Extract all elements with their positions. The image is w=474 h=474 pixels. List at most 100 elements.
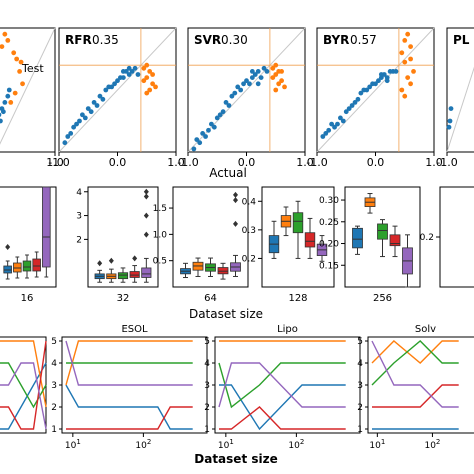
- x-tick-label: -1.0: [436, 156, 457, 169]
- train-point: [112, 81, 117, 87]
- x-tick-label: 32: [117, 293, 130, 304]
- train-point: [358, 90, 364, 96]
- y-tick-label: 1.5: [153, 204, 167, 214]
- train-point: [329, 121, 335, 127]
- test-point: [273, 62, 279, 68]
- rank-line-series: [219, 384, 346, 431]
- train-point: [229, 93, 235, 99]
- outlier-point: [97, 260, 103, 267]
- train-point: [252, 72, 258, 77]
- box-panel-64: 0.5 1.0 1.5 64: [153, 186, 249, 304]
- x-tick-label: 101: [369, 438, 385, 451]
- parity-panel-svr: SVR 0.30: [187, 27, 306, 153]
- x-tick-label: -1.0: [48, 156, 69, 169]
- model-score: 0.57: [350, 33, 377, 47]
- train-point: [85, 106, 91, 111]
- train-point: [77, 118, 82, 124]
- outlier-point: [233, 191, 238, 198]
- test-point: [408, 81, 413, 87]
- y-tick-label: 0.3: [242, 226, 256, 236]
- train-point: [226, 103, 232, 108]
- train-point: [448, 106, 454, 111]
- rank-plot-row: 1 2 3 4 5 101 102 ESOL 1 2 3 4 5 101 102 Lipo 1 2 3 4 5 101 10…: [0, 324, 474, 451]
- box-panel-partial: 0.2: [420, 186, 474, 288]
- train-point: [65, 134, 71, 139]
- train-point: [346, 106, 352, 111]
- test-point: [141, 65, 147, 71]
- test-point: [282, 84, 287, 90]
- train-point: [376, 78, 381, 84]
- outlier-point: [143, 188, 149, 195]
- test-point: [411, 69, 416, 74]
- rank-panel-lipo: 1 2 3 4 5 101 102 Lipo: [204, 324, 361, 451]
- train-point: [349, 103, 355, 108]
- x-tick-label: 1.0: [296, 156, 314, 169]
- test-point: [153, 84, 158, 90]
- box-panel-128: 0.2 0.3 0.4 128: [242, 186, 335, 304]
- train-point: [241, 81, 246, 87]
- train-point: [115, 78, 120, 84]
- test-point: [399, 87, 405, 93]
- test-point: [11, 50, 17, 56]
- train-point: [100, 96, 106, 102]
- y-tick-label: 0.25: [319, 218, 339, 228]
- rank-line-series: [219, 406, 346, 430]
- train-point: [340, 118, 346, 124]
- y-tick-label: 0.2: [242, 254, 256, 264]
- y-tick-label: 1.0: [153, 230, 168, 240]
- test-point: [402, 59, 408, 65]
- parity-panel-partial: Test: [0, 27, 56, 153]
- train-point: [255, 81, 261, 87]
- identity-line: [316, 27, 435, 153]
- train-point: [2, 100, 8, 105]
- train-point: [320, 134, 326, 139]
- train-point: [323, 131, 329, 136]
- rank-panel-solv: 1 2 3 4 5 101 102 Solv: [357, 324, 474, 451]
- test-point: [12, 90, 18, 96]
- train-point: [129, 69, 135, 74]
- outlier-point: [5, 244, 11, 250]
- train-point: [343, 109, 349, 115]
- train-point: [62, 140, 68, 146]
- identity-line: [446, 66, 474, 153]
- train-point: [211, 124, 217, 130]
- rank-line-series: [66, 406, 193, 430]
- test-point: [276, 81, 282, 87]
- test-point: [8, 100, 14, 105]
- train-point: [5, 93, 11, 99]
- box-panel-256: 0.15 0.20 0.25 0.30 256: [319, 186, 421, 304]
- rank-panel-esol: 1 2 3 4 5 101 102 ESOL: [51, 324, 208, 451]
- outlier-point: [143, 212, 149, 219]
- y-tick-label: 1: [51, 425, 57, 435]
- train-point: [447, 118, 453, 124]
- box: [377, 223, 388, 240]
- parity-panel-rfr: RFR 0.35: [58, 27, 177, 153]
- train-point: [220, 109, 226, 115]
- train-point: [203, 134, 208, 139]
- box: [42, 186, 51, 268]
- train-point: [258, 75, 264, 80]
- y-tick-label: 4: [51, 359, 57, 369]
- rank-panel-partial: [0, 336, 47, 434]
- test-point: [141, 78, 147, 84]
- rank-line-series: [0, 340, 47, 408]
- test-label: Test: [21, 62, 44, 75]
- y-tick-label: 3: [357, 381, 363, 391]
- test-point: [144, 90, 150, 96]
- test-point: [279, 69, 284, 74]
- test-point: [0, 44, 5, 49]
- test-point: [270, 75, 276, 80]
- train-point: [261, 65, 267, 71]
- train-point: [6, 87, 12, 93]
- train-point: [393, 69, 399, 74]
- y-tick-label: 0.5: [153, 257, 167, 267]
- x-tick-label: 0.0: [109, 156, 127, 169]
- outlier-point: [233, 197, 238, 204]
- x-tick-label: 1.0: [425, 156, 443, 169]
- rank-line-series: [65, 340, 193, 386]
- x-axis-label-dataset-size-bottom: Dataset size: [194, 452, 277, 466]
- train-point: [135, 72, 141, 77]
- box: [22, 260, 32, 272]
- model-name: PL: [453, 33, 470, 47]
- test-point: [273, 72, 279, 77]
